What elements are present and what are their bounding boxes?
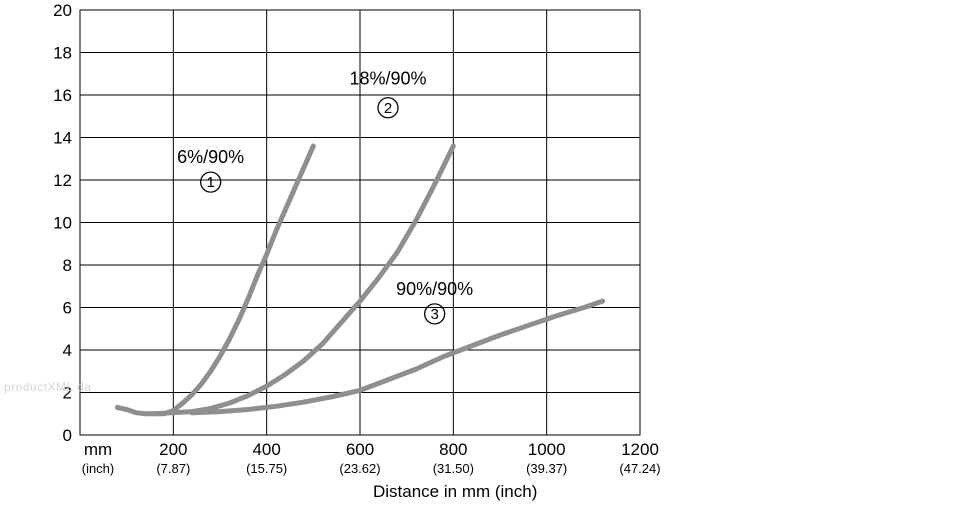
x-tick-label-mm: 800 (439, 440, 467, 459)
x-tick-label-inch: (15.75) (246, 461, 287, 476)
x-tick-label-inch: (7.87) (156, 461, 190, 476)
x-unit-inch: (inch) (82, 461, 115, 476)
line-chart: 6%/90% 1 18%/90% 2 90%/90% 3 0 2 4 6 8 10 12 14 16 18 20… (0, 0, 970, 520)
x-unit-mm: mm (84, 440, 112, 459)
series-label-2: 18%/90% (349, 68, 426, 88)
x-tick-label-inch: (47.24) (619, 461, 660, 476)
y-tick-label: 0 (63, 426, 72, 445)
series-label-1: 6%/90% (177, 147, 244, 167)
x-tick-label-inch: (23.62) (339, 461, 380, 476)
series-marker-number-2: 2 (384, 100, 392, 117)
y-tick-label: 20 (53, 1, 72, 20)
y-tick-label: 12 (53, 171, 72, 190)
chart-container: 6%/90% 1 18%/90% 2 90%/90% 3 0 2 4 6 8 10 12 14 16 18 20… (0, 0, 970, 520)
series-marker-number-3: 3 (430, 306, 438, 323)
x-tick-label-mm: 1200 (621, 440, 659, 459)
x-axis-title: Distance in mm (inch) (373, 482, 537, 501)
chart-background (0, 0, 970, 520)
x-tick-label-inch: (39.37) (526, 461, 567, 476)
x-tick-label-mm: 600 (346, 440, 374, 459)
series-label-3: 90%/90% (396, 279, 473, 299)
y-tick-label: 16 (53, 86, 72, 105)
y-tick-label: 6 (63, 299, 72, 318)
y-tick-label: 4 (63, 341, 72, 360)
y-tick-label: 18 (53, 44, 72, 63)
y-tick-label: 2 (63, 384, 72, 403)
x-tick-label-mm: 1000 (528, 440, 566, 459)
y-tick-label: 8 (63, 256, 72, 275)
x-tick-label-mm: 200 (159, 440, 187, 459)
x-tick-label-inch: (31.50) (433, 461, 474, 476)
series-marker-number-1: 1 (206, 174, 214, 191)
y-tick-label: 10 (53, 214, 72, 233)
x-tick-label-mm: 400 (252, 440, 280, 459)
y-tick-label: 14 (53, 129, 72, 148)
